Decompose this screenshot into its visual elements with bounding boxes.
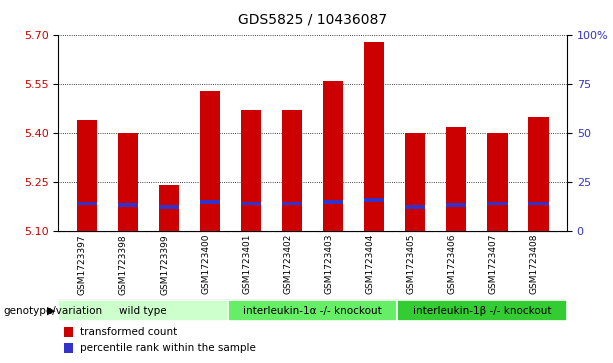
Bar — [487, 133, 508, 231]
Bar — [446, 203, 466, 207]
Text: interleukin-1α -/- knockout: interleukin-1α -/- knockout — [243, 306, 382, 316]
Text: ▶: ▶ — [47, 306, 55, 316]
Text: GSM1723408: GSM1723408 — [529, 234, 538, 294]
Bar — [397, 300, 567, 321]
Bar — [77, 201, 97, 205]
Bar — [77, 120, 97, 231]
Bar — [241, 110, 261, 231]
Bar — [64, 327, 74, 337]
Bar — [118, 203, 139, 207]
Text: GSM1723400: GSM1723400 — [201, 234, 210, 294]
Bar — [364, 42, 384, 231]
Bar — [405, 133, 425, 231]
Text: interleukin-1β -/- knockout: interleukin-1β -/- knockout — [413, 306, 552, 316]
Bar — [282, 110, 302, 231]
Bar — [228, 300, 397, 321]
Bar — [118, 133, 139, 231]
Bar — [446, 127, 466, 231]
Bar — [241, 201, 261, 205]
Text: GSM1723398: GSM1723398 — [119, 234, 128, 295]
Bar — [364, 198, 384, 202]
Bar — [200, 91, 220, 231]
Text: GSM1723401: GSM1723401 — [242, 234, 251, 294]
Text: transformed count: transformed count — [80, 327, 177, 337]
Bar — [487, 201, 508, 205]
Text: GSM1723405: GSM1723405 — [406, 234, 415, 294]
Bar — [528, 117, 549, 231]
Bar — [64, 343, 74, 353]
Bar — [323, 81, 343, 231]
Bar — [282, 201, 302, 205]
Text: GSM1723399: GSM1723399 — [160, 234, 169, 295]
Bar — [58, 300, 228, 321]
Bar — [200, 200, 220, 204]
Text: GDS5825 / 10436087: GDS5825 / 10436087 — [238, 12, 387, 26]
Text: GSM1723397: GSM1723397 — [78, 234, 87, 295]
Text: wild type: wild type — [119, 306, 167, 316]
Text: GSM1723403: GSM1723403 — [324, 234, 333, 294]
Bar — [159, 185, 179, 231]
Text: GSM1723402: GSM1723402 — [283, 234, 292, 294]
Bar — [405, 205, 425, 209]
Bar — [159, 205, 179, 209]
Bar — [528, 201, 549, 205]
Text: GSM1723404: GSM1723404 — [365, 234, 374, 294]
Text: GSM1723406: GSM1723406 — [447, 234, 456, 294]
Text: percentile rank within the sample: percentile rank within the sample — [80, 343, 256, 353]
Text: genotype/variation: genotype/variation — [3, 306, 102, 316]
Text: GSM1723407: GSM1723407 — [489, 234, 497, 294]
Bar — [323, 200, 343, 204]
